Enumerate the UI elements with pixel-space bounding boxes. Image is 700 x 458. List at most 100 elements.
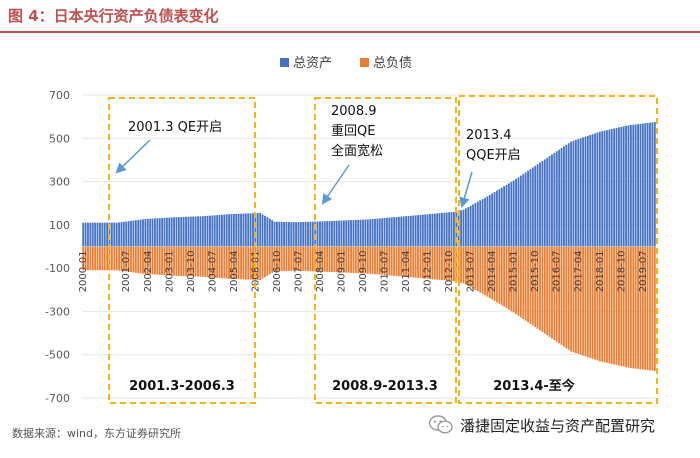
liability-bar	[113, 246, 116, 271]
asset-bar	[96, 222, 99, 247]
liability-bar	[488, 246, 491, 299]
chart-legend: 总资产 总负债	[280, 56, 412, 71]
asset-bar	[462, 209, 465, 247]
asset-bar	[639, 123, 642, 247]
liability-bar	[606, 246, 608, 363]
liability-bar	[474, 246, 477, 290]
liability-bar	[359, 246, 362, 274]
asset-bar	[651, 122, 654, 247]
asset-bar	[407, 215, 410, 247]
liability-bar	[515, 246, 517, 315]
asset-bar	[285, 221, 288, 247]
asset-bar	[543, 159, 546, 247]
liability-bar	[565, 246, 568, 349]
liability-bar	[209, 246, 211, 278]
liability-bar	[553, 246, 556, 341]
asset-bar	[225, 214, 228, 247]
asset-bar	[598, 131, 601, 247]
liability-bar	[548, 246, 551, 337]
liability-bar	[618, 246, 620, 366]
asset-bar	[106, 222, 109, 247]
x-tick-label: 2002-04	[143, 251, 154, 293]
liability-bar	[644, 246, 647, 370]
annotation-label: 重回QE	[331, 123, 375, 139]
asset-bar	[331, 220, 333, 247]
liability-bar	[249, 246, 252, 280]
liability-bar	[335, 246, 338, 273]
asset-bar	[376, 218, 379, 247]
asset-bar	[646, 122, 649, 247]
liability-bar	[137, 246, 140, 274]
liability-bar	[266, 246, 269, 276]
x-tick-label: 2017-04	[573, 251, 584, 293]
asset-bar	[615, 128, 618, 247]
asset-bar	[397, 216, 400, 247]
liability-bar	[584, 246, 587, 357]
liability-bar	[366, 246, 369, 274]
asset-bar	[594, 133, 596, 247]
asset-bar	[519, 175, 522, 247]
asset-bar	[335, 220, 338, 247]
liability-bar	[639, 246, 642, 370]
liability-bar	[596, 246, 599, 361]
liability-bar	[185, 246, 187, 277]
asset-bar	[409, 215, 412, 247]
liability-bar	[493, 246, 496, 301]
asset-bar	[302, 222, 305, 247]
asset-bar	[357, 219, 360, 247]
liability-bar	[651, 246, 654, 371]
asset-bar	[637, 124, 639, 247]
liability-bar	[400, 246, 403, 277]
x-tick-label: 2011-04	[401, 251, 412, 293]
liability-bar	[197, 246, 199, 277]
liability-bar	[280, 246, 283, 272]
liability-bar	[555, 246, 558, 342]
liability-bar	[637, 246, 639, 369]
liability-bar	[299, 246, 302, 271]
asset-bar	[87, 222, 89, 247]
y-tick-label: -500	[45, 349, 70, 362]
asset-bar	[405, 216, 407, 247]
asset-bar	[347, 220, 350, 247]
asset-bar	[323, 221, 326, 247]
asset-bar	[156, 218, 159, 247]
asset-bar	[601, 131, 604, 247]
liability-bar	[386, 246, 388, 276]
liability-bar	[240, 246, 242, 280]
asset-bar	[299, 222, 302, 247]
annotation-label: 2013.4	[466, 128, 512, 143]
asset-bar	[584, 136, 587, 247]
asset-bar	[304, 221, 307, 247]
asset-bar	[278, 221, 281, 247]
x-tick-label: 2018-01	[595, 251, 606, 293]
liability-bar	[91, 246, 94, 271]
liability-bar	[94, 246, 97, 271]
asset-bar	[632, 124, 635, 247]
asset-bar	[268, 218, 271, 247]
liability-bar	[409, 246, 412, 278]
asset-bar	[596, 132, 599, 247]
asset-bar	[627, 125, 630, 247]
liability-bar	[579, 246, 582, 355]
x-tick-label: 2009-10	[358, 251, 369, 293]
annotation-arrow-2	[321, 164, 350, 205]
x-tick-label: 2013-07	[466, 251, 477, 293]
asset-bar	[395, 216, 398, 247]
asset-bar	[534, 165, 537, 247]
x-tick-label: 2018-10	[616, 251, 627, 293]
source-note: 数据来源：wind，东方证券研究所	[12, 427, 182, 440]
liability-bar	[232, 246, 235, 280]
liability-bar	[101, 246, 104, 271]
liability-bar	[622, 246, 625, 367]
liability-bar	[405, 246, 407, 277]
asset-bar	[421, 214, 424, 247]
liability-bar	[211, 246, 214, 278]
liability-bar	[302, 246, 305, 271]
asset-bar	[529, 169, 532, 247]
liability-bar	[388, 246, 391, 276]
asset-bar	[553, 152, 556, 247]
liability-bar	[536, 246, 539, 329]
x-tick-label: 2005-04	[229, 251, 240, 293]
liability-bar	[486, 246, 489, 297]
y-tick-label: -300	[45, 305, 70, 318]
